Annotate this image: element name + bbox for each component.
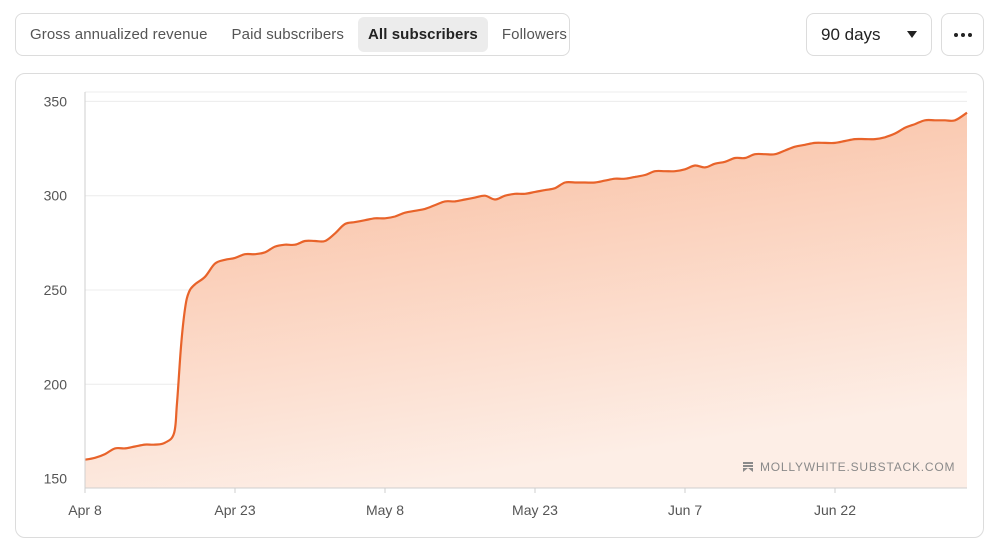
tab-all-subscribers[interactable]: All subscribers (358, 17, 488, 52)
watermark-text: MOLLYWHITE.SUBSTACK.COM (760, 460, 956, 474)
x-tick-label: May 8 (366, 502, 404, 518)
time-range-value: 90 days (821, 24, 881, 44)
more-horizontal-icon (953, 32, 972, 37)
more-options-button[interactable] (941, 13, 984, 56)
x-tick-label: Apr 8 (68, 502, 102, 518)
caret-down-icon (907, 31, 917, 38)
y-tick-label: 350 (44, 93, 68, 109)
tab-paid-subscribers[interactable]: Paid subscribers (231, 26, 344, 43)
y-tick-label: 300 (44, 188, 68, 204)
x-tick-label: Apr 23 (214, 502, 255, 518)
series-line (84, 111, 968, 461)
y-tick-label: 200 (44, 376, 68, 392)
y-tick-label: 250 (44, 282, 68, 298)
metric-tabs: Gross annualized revenue Paid subscriber… (15, 13, 570, 56)
chart-plot: 150 200 250 300 350 Apr 8 Apr 23 May 8 May 23 Jun… (44, 91, 968, 518)
x-tick-label: May 23 (512, 502, 558, 518)
y-tick-label: 150 (44, 471, 68, 487)
tab-gross-annualized-revenue[interactable]: Gross annualized revenue (30, 26, 208, 43)
subscribers-chart: 150 200 250 300 350 Apr 8 Apr 23 May 8 May 23 Jun… (15, 73, 984, 538)
substack-watermark: MOLLYWHITE.SUBSTACK.COM (743, 460, 955, 474)
substack-logo-icon (743, 461, 753, 473)
tab-followers[interactable]: Followers (501, 26, 567, 43)
time-range-select[interactable]: 90 days (806, 13, 932, 56)
x-tick-label: Jun 22 (814, 502, 856, 518)
x-tick-label: Jun 7 (668, 502, 702, 518)
area-fill (85, 112, 967, 488)
